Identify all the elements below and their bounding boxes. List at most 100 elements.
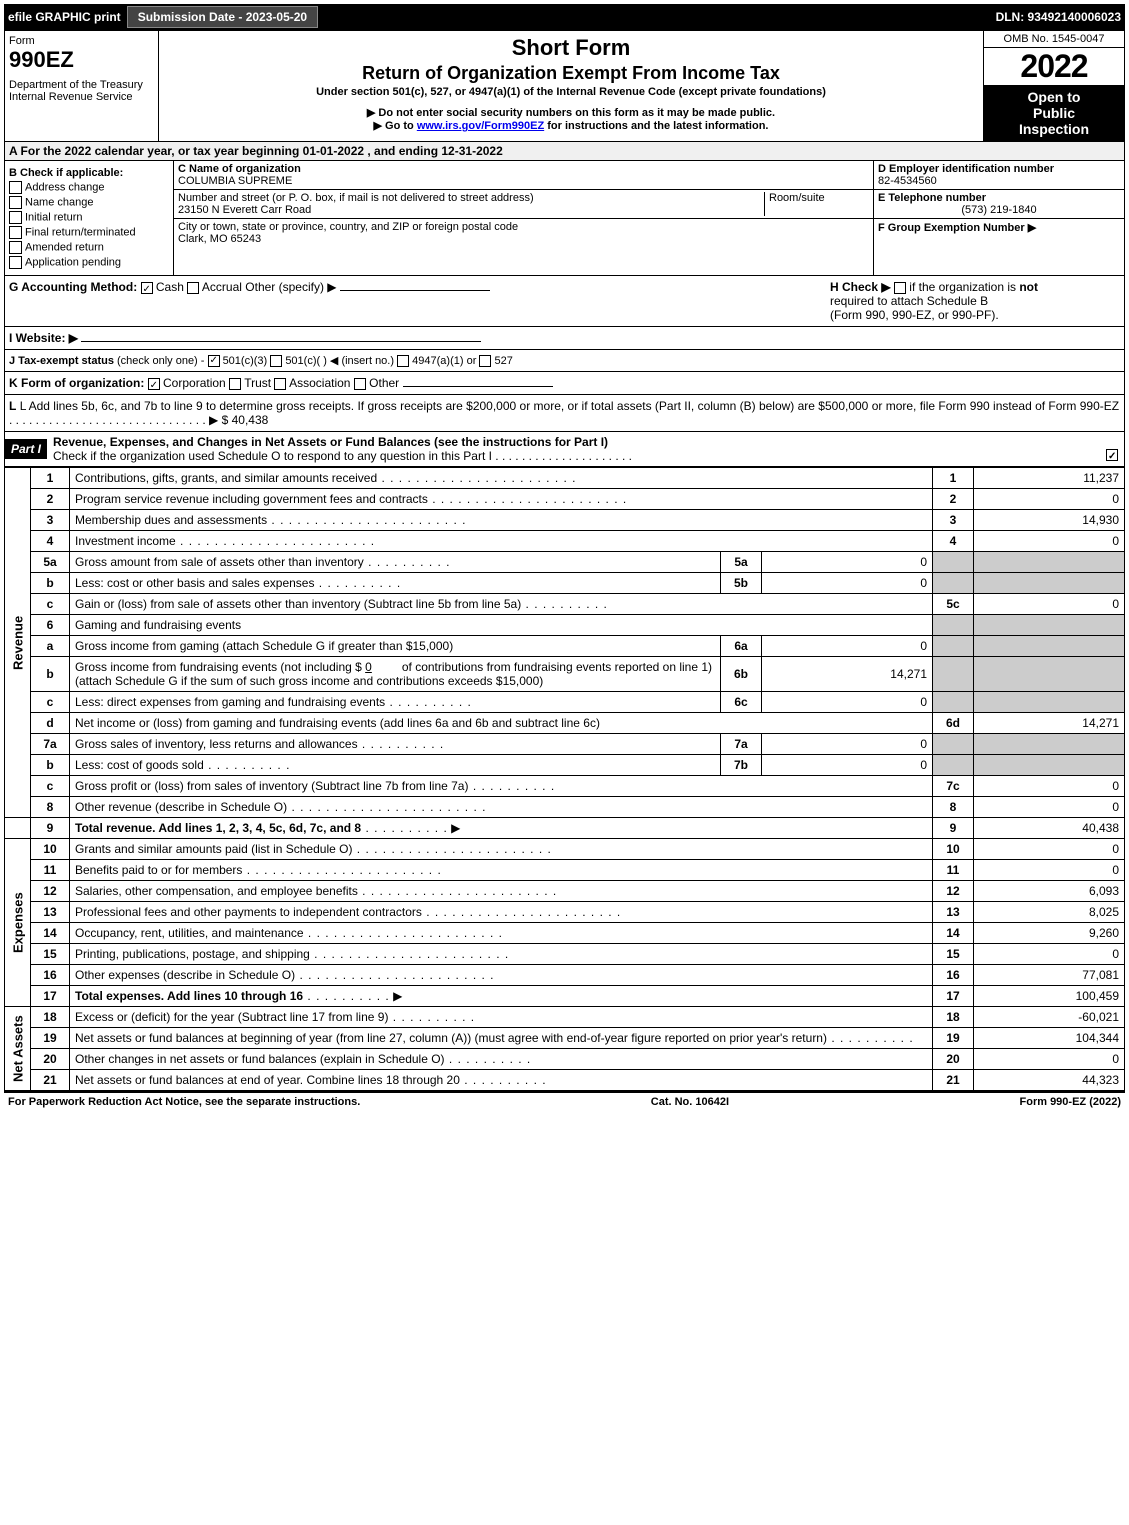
irs-link[interactable]: www.irs.gov/Form990EZ — [417, 120, 544, 132]
k-other: Other — [369, 376, 399, 390]
l3-rnum: 3 — [933, 510, 974, 531]
l19-rnum: 19 — [933, 1028, 974, 1049]
street-value: 23150 N Everett Carr Road — [178, 204, 311, 216]
l21-desc: Net assets or fund balances at end of ye… — [75, 1073, 547, 1087]
checkbox-501c3[interactable] — [208, 355, 220, 367]
l-text: L Add lines 5b, 6c, and 7b to line 9 to … — [9, 399, 1119, 427]
l6b-sv: 14,271 — [762, 657, 933, 692]
street-label: Number and street (or P. O. box, if mail… — [178, 192, 534, 204]
k-other-input[interactable] — [403, 386, 553, 387]
l5c-desc: Gain or (loss) from sale of assets other… — [75, 597, 608, 611]
checkbox-accrual[interactable] — [187, 282, 199, 294]
l6b-shaded — [933, 657, 974, 692]
k-corp: Corporation — [163, 376, 226, 390]
website-input[interactable] — [81, 341, 481, 342]
l6-num: 6 — [31, 615, 70, 636]
checkbox-name-change[interactable] — [9, 196, 22, 209]
l5c-rnum: 5c — [933, 594, 974, 615]
col-de: D Employer identification number 82-4534… — [873, 161, 1124, 275]
j-527: 527 — [494, 355, 512, 367]
k-assoc: Association — [289, 376, 350, 390]
footer-center: Cat. No. 10642I — [651, 1096, 729, 1108]
checkbox-other[interactable] — [354, 378, 366, 390]
org-name: COLUMBIA SUPREME — [178, 175, 292, 187]
checkbox-527[interactable] — [479, 355, 491, 367]
checkbox-application-pending[interactable] — [9, 256, 22, 269]
l6a-desc: Gross income from gaming (attach Schedul… — [75, 639, 453, 653]
l7a-shaded — [933, 734, 974, 755]
checkbox-address-change[interactable] — [9, 181, 22, 194]
submission-date-badge: Submission Date - 2023-05-20 — [127, 6, 318, 28]
l7c-desc: Gross profit or (loss) from sales of inv… — [75, 779, 555, 793]
sub3-post: for instructions and the latest informat… — [544, 120, 768, 132]
part1-title: Revenue, Expenses, and Changes in Net As… — [47, 432, 1124, 466]
block-bcdef: B Check if applicable: Address change Na… — [4, 161, 1125, 276]
l15-num: 15 — [31, 944, 70, 965]
checkbox-assoc[interactable] — [274, 378, 286, 390]
checkbox-final-return[interactable] — [9, 226, 22, 239]
l1-desc: Contributions, gifts, grants, and simila… — [75, 471, 577, 485]
l4-num: 4 — [31, 531, 70, 552]
l9-desc: Total revenue. Add lines 1, 2, 3, 4, 5c,… — [75, 821, 361, 835]
side-expenses: Expenses — [5, 839, 31, 1007]
l3-val: 14,930 — [974, 510, 1125, 531]
l20-rnum: 20 — [933, 1049, 974, 1070]
l5a-shaded — [933, 552, 974, 573]
j-label: J Tax-exempt status — [9, 355, 114, 367]
l-line: L L Add lines 5b, 6c, and 7b to line 9 t… — [4, 395, 1125, 432]
l6d-desc: Net income or (loss) from gaming and fun… — [75, 716, 600, 730]
l7b-sn: 7b — [721, 755, 762, 776]
l6c-shaded2 — [974, 692, 1125, 713]
part1-badge: Part I — [5, 439, 47, 459]
l18-val: -60,021 — [974, 1007, 1125, 1028]
header-center: Short Form Return of Organization Exempt… — [159, 31, 983, 141]
l5c-val: 0 — [974, 594, 1125, 615]
l5a-num: 5a — [31, 552, 70, 573]
l3-desc: Membership dues and assessments — [75, 513, 466, 527]
l12-rnum: 12 — [933, 881, 974, 902]
l7c-rnum: 7c — [933, 776, 974, 797]
l17-rnum: 17 — [933, 986, 974, 1007]
l5c-num: c — [31, 594, 70, 615]
checkbox-schedule-o[interactable] — [1106, 449, 1118, 461]
checkbox-cash[interactable] — [141, 282, 153, 294]
title-return: Return of Organization Exempt From Incom… — [163, 63, 979, 84]
checkbox-4947[interactable] — [397, 355, 409, 367]
l8-num: 8 — [31, 797, 70, 818]
l12-num: 12 — [31, 881, 70, 902]
l20-num: 20 — [31, 1049, 70, 1070]
section-a: A For the 2022 calendar year, or tax yea… — [4, 142, 1125, 161]
header-right: OMB No. 1545-0047 2022 Open to Public In… — [983, 31, 1124, 141]
checkbox-amended-return[interactable] — [9, 241, 22, 254]
h-label: H Check ▶ — [830, 280, 891, 294]
checkbox-trust[interactable] — [229, 378, 241, 390]
side-netassets: Net Assets — [5, 1007, 31, 1091]
checkbox-initial-return[interactable] — [9, 211, 22, 224]
l6a-num: a — [31, 636, 70, 657]
j-501c3: 501(c)(3) — [223, 355, 268, 367]
g-other: Other (specify) ▶ — [245, 280, 336, 294]
l2-rnum: 2 — [933, 489, 974, 510]
e-label: E Telephone number — [878, 192, 986, 204]
h-text2: required to attach Schedule B — [830, 294, 988, 308]
l6b-shaded2 — [974, 657, 1125, 692]
h-text1: if the organization is — [909, 280, 1019, 294]
tax-year: 2022 — [984, 48, 1124, 85]
l14-val: 9,260 — [974, 923, 1125, 944]
l7b-desc: Less: cost of goods sold — [75, 758, 290, 772]
l4-desc: Investment income — [75, 534, 375, 548]
subtitle-2: ▶ Do not enter social security numbers o… — [163, 106, 979, 119]
d-label: D Employer identification number — [878, 163, 1054, 175]
l2-desc: Program service revenue including govern… — [75, 492, 627, 506]
insp-1: Open to — [988, 89, 1120, 105]
efile-label: efile GRAPHIC print — [8, 10, 121, 24]
g-other-input[interactable] — [340, 290, 490, 291]
l16-rnum: 16 — [933, 965, 974, 986]
l16-desc: Other expenses (describe in Schedule O) — [75, 968, 495, 982]
l20-val: 0 — [974, 1049, 1125, 1070]
h-text3: (Form 990, 990-EZ, or 990-PF). — [830, 308, 999, 322]
l6c-sn: 6c — [721, 692, 762, 713]
checkbox-h[interactable] — [894, 282, 906, 294]
checkbox-corp[interactable] — [148, 378, 160, 390]
checkbox-501c[interactable] — [270, 355, 282, 367]
